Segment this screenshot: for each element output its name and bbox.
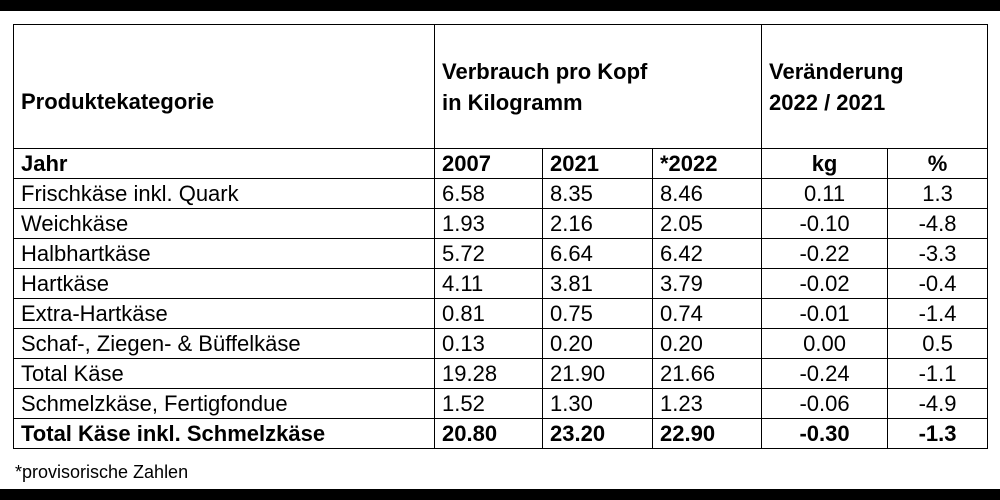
change-header: Veränderung 2022 / 2021 — [761, 24, 989, 149]
total-row: Total Käse inkl. Schmelzkäse 20.80 23.20 22… — [13, 418, 989, 449]
change-kg-cell: -0.24 — [761, 358, 889, 389]
value-2021-cell: 1.30 — [542, 388, 653, 419]
year-label: Jahr — [13, 148, 435, 179]
consumption-header-line1: Verbrauch pro Kopf — [442, 58, 648, 84]
header-row: Produktekategorie Verbrauch pro Kopf in … — [13, 24, 989, 149]
change-header-line1: Veränderung — [769, 58, 904, 84]
change-pct-cell: -1.1 — [887, 358, 989, 389]
product-name-cell: Frischkäse inkl. Quark — [13, 178, 435, 209]
change-kg-cell: -0.10 — [761, 208, 889, 239]
change-pct-cell: 0.5 — [887, 328, 989, 359]
value-2007-cell: 20.80 — [434, 418, 543, 449]
value-2022-cell: 8.46 — [651, 178, 763, 209]
change-pct-cell: -4.8 — [887, 208, 989, 239]
change-pct-cell: -1.4 — [887, 298, 989, 329]
table-row: Frischkäse inkl. Quark 6.58 8.35 8.46 0.11 1.… — [13, 178, 989, 209]
value-2007-cell: 19.28 — [434, 358, 543, 389]
pct-header: % — [887, 148, 989, 179]
value-2022-cell: 22.90 — [651, 418, 763, 449]
table-row: Extra-Hartkäse 0.81 0.75 0.74 -0.01 -1.4 — [13, 298, 989, 329]
consumption-header: Verbrauch pro Kopf in Kilogramm — [433, 24, 763, 149]
year-2022-header: *2022 — [651, 148, 763, 179]
value-2021-cell: 3.81 — [542, 268, 653, 299]
value-2021-cell: 2.16 — [542, 208, 653, 239]
product-name-cell: Weichkäse — [13, 208, 435, 239]
product-name-cell: Schaf-, Ziegen- & Büffelkäse — [13, 328, 435, 359]
value-2007-cell: 5.72 — [434, 238, 543, 269]
product-name-cell: Extra-Hartkäse — [13, 298, 435, 329]
value-2022-cell: 6.42 — [651, 238, 763, 269]
category-header-label: Produktekategorie — [21, 89, 215, 114]
product-name-cell: Total Käse — [13, 358, 435, 389]
value-2022-cell: 0.74 — [651, 298, 763, 329]
value-2007-cell: 1.52 — [434, 388, 543, 419]
change-kg-cell: -0.02 — [761, 268, 889, 299]
value-2022-cell: 2.05 — [651, 208, 763, 239]
change-pct-cell: -0.4 — [887, 268, 989, 299]
kg-header: kg — [761, 148, 889, 179]
top-border-band — [0, 0, 1000, 11]
change-kg-cell: 0.00 — [761, 328, 889, 359]
value-2007-cell: 1.93 — [434, 208, 543, 239]
table-row: Schmelzkäse, Fertigfondue 1.52 1.30 1.23 -0.… — [13, 388, 989, 419]
change-kg-cell: -0.06 — [761, 388, 889, 419]
table-row: Total Käse 19.28 21.90 21.66 -0.24 -1.1 — [13, 358, 989, 389]
change-pct-cell: -4.9 — [887, 388, 989, 419]
cheese-consumption-table: Produktekategorie Verbrauch pro Kopf in … — [13, 24, 989, 449]
product-name-cell: Schmelzkäse, Fertigfondue — [13, 388, 435, 419]
product-name-cell: Total Käse inkl. Schmelzkäse — [13, 418, 435, 449]
product-name-cell: Halbhartkäse — [13, 238, 435, 269]
change-kg-cell: 0.11 — [761, 178, 889, 209]
change-kg-cell: -0.22 — [761, 238, 889, 269]
value-2007-cell: 0.81 — [434, 298, 543, 329]
bottom-border-band — [0, 489, 1000, 500]
change-kg-cell: -0.30 — [761, 418, 889, 449]
change-pct-cell: -1.3 — [887, 418, 989, 449]
value-2007-cell: 0.13 — [434, 328, 543, 359]
value-2022-cell: 3.79 — [651, 268, 763, 299]
change-pct-cell: 1.3 — [887, 178, 989, 209]
value-2007-cell: 6.58 — [434, 178, 543, 209]
value-2021-cell: 21.90 — [542, 358, 653, 389]
table-row: Weichkäse 1.93 2.16 2.05 -0.10 -4.8 — [13, 208, 989, 239]
value-2022-cell: 21.66 — [651, 358, 763, 389]
subheader-row: Jahr 2007 2021 *2022 kg % — [13, 148, 989, 179]
value-2021-cell: 6.64 — [542, 238, 653, 269]
value-2022-cell: 1.23 — [651, 388, 763, 419]
consumption-header-line2: in Kilogramm — [442, 89, 583, 115]
value-2021-cell: 8.35 — [542, 178, 653, 209]
change-header-line2: 2022 / 2021 — [769, 89, 886, 115]
value-2022-cell: 0.20 — [651, 328, 763, 359]
year-2021-header: 2021 — [542, 148, 653, 179]
table-row: Hartkäse 4.11 3.81 3.79 -0.02 -0.4 — [13, 268, 989, 299]
value-2021-cell: 0.75 — [542, 298, 653, 329]
footnote: *provisorische Zahlen — [15, 462, 189, 482]
change-pct-cell: -3.3 — [887, 238, 989, 269]
value-2007-cell: 4.11 — [434, 268, 543, 299]
table-row: Halbhartkäse 5.72 6.64 6.42 -0.22 -3.3 — [13, 238, 989, 269]
year-2007-header: 2007 — [434, 148, 543, 179]
change-kg-cell: -0.01 — [761, 298, 889, 329]
table-row: Schaf-, Ziegen- & Büffelkäse 0.13 0.20 0.20… — [13, 328, 989, 359]
value-2021-cell: 23.20 — [542, 418, 653, 449]
value-2021-cell: 0.20 — [542, 328, 653, 359]
category-header: Produktekategorie — [13, 24, 435, 149]
product-name-cell: Hartkäse — [13, 268, 435, 299]
